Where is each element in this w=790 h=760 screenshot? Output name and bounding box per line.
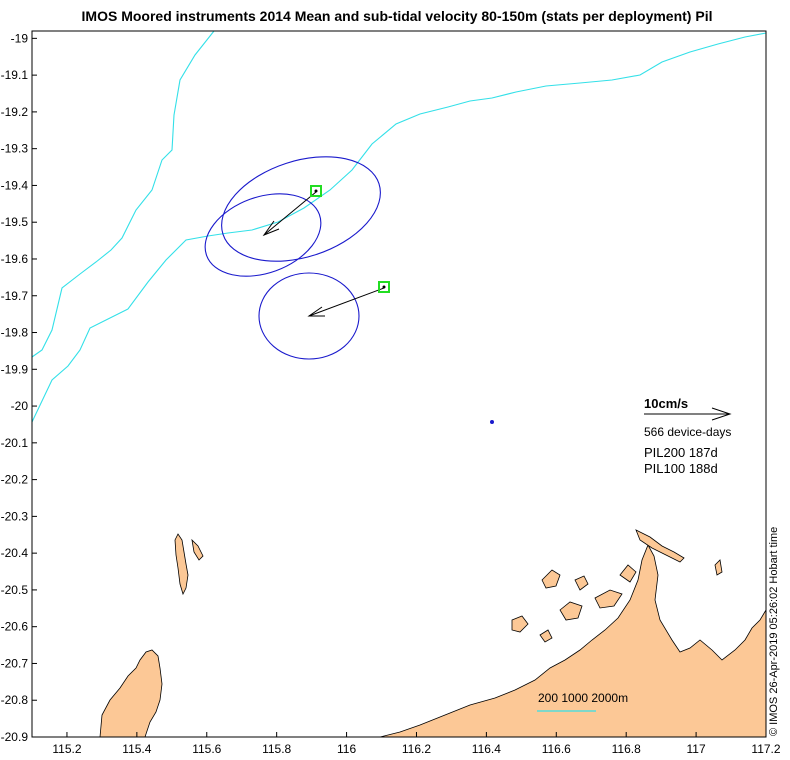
y-tick-label: -20.9 bbox=[1, 730, 29, 744]
y-tick-label: -19 bbox=[11, 31, 29, 45]
x-tick-label: 116.2 bbox=[402, 742, 431, 756]
deployment-label-0: PIL200 187d bbox=[644, 445, 718, 460]
y-tick-label: -20.8 bbox=[1, 693, 29, 707]
island-e bbox=[574, 575, 589, 591]
vector-pil100 bbox=[308, 287, 385, 317]
y-tick-label: -20.1 bbox=[1, 436, 29, 450]
x-tick-label: 115.2 bbox=[52, 742, 81, 756]
station-marker-pil200 bbox=[310, 185, 322, 197]
x-tick-label: 116.8 bbox=[612, 742, 641, 756]
station-marker-pil100 bbox=[378, 281, 390, 293]
y-axis: -19 -19.1 -19.2 -19.3 -19.4 -19.5 -19.6 -19.7 -1… bbox=[1, 31, 37, 744]
vector-pil100-head bbox=[307, 306, 325, 317]
station-dot-pil200 bbox=[314, 189, 318, 193]
island-g bbox=[619, 564, 637, 583]
ellipse-subtidal-pil200 bbox=[204, 193, 322, 277]
peninsula-northeast bbox=[635, 529, 685, 563]
velocity-legend: 10cm/s 566 device-days PIL200 187d PIL10… bbox=[644, 396, 732, 476]
x-tick-label: 116.6 bbox=[542, 742, 571, 756]
station-dot-pil100 bbox=[382, 285, 386, 289]
x-tick-label: 116 bbox=[337, 742, 356, 756]
isobath-legend-label: 200 1000 2000m bbox=[538, 691, 628, 705]
y-tick-label: -20 bbox=[11, 399, 29, 413]
deployment-label-1: PIL100 188d bbox=[644, 461, 718, 476]
y-tick-label: -19.3 bbox=[1, 142, 29, 156]
timestamp: © IMOS 26-Apr-2019 05:26:02 Hobart time bbox=[768, 527, 780, 736]
y-tick-label: -20.4 bbox=[1, 546, 29, 560]
island-chain bbox=[174, 533, 189, 596]
island-southwest bbox=[99, 649, 163, 738]
y-tick-label: -20.2 bbox=[1, 473, 29, 487]
device-days-label: 566 device-days bbox=[644, 425, 731, 439]
y-tick-label: -19.1 bbox=[1, 68, 29, 82]
y-tick-label: -19.2 bbox=[1, 105, 29, 119]
x-tick-label: 117.2 bbox=[751, 742, 780, 756]
y-tick-label: -19.9 bbox=[1, 362, 29, 376]
velocity-vectors bbox=[262, 191, 385, 317]
x-axis: 115.2 115.4 115.6 115.8 116 116.2 116.4 116.6 11… bbox=[52, 732, 781, 756]
y-tick-label: -19.8 bbox=[1, 326, 29, 340]
x-tick-label: 116.4 bbox=[472, 742, 501, 756]
island-d bbox=[594, 589, 623, 609]
station-markers bbox=[310, 185, 390, 293]
x-tick-label: 115.4 bbox=[122, 742, 151, 756]
y-tick-label: -19.5 bbox=[1, 215, 29, 229]
isobath-1000m bbox=[31, 32, 767, 423]
land-group bbox=[99, 529, 767, 738]
scale-arrow-head bbox=[711, 407, 732, 421]
vector-pil200 bbox=[263, 191, 317, 236]
ellipses bbox=[204, 156, 381, 360]
ellipse-pil100 bbox=[258, 272, 360, 360]
anomaly-dot bbox=[490, 420, 494, 424]
plot-area: 200 1000 2000m 10cm/s 566 d bbox=[31, 30, 767, 738]
y-tick-label: -19.4 bbox=[1, 178, 29, 192]
island-a bbox=[541, 569, 561, 589]
island-h bbox=[714, 559, 723, 576]
scale-arrow-label: 10cm/s bbox=[644, 396, 688, 411]
x-tick-label: 115.8 bbox=[262, 742, 291, 756]
x-tick-label: 117 bbox=[687, 742, 706, 756]
y-tick-label: -20.6 bbox=[1, 620, 29, 634]
x-tick-label: 115.6 bbox=[192, 742, 221, 756]
isobath-200m bbox=[31, 30, 215, 358]
y-tick-label: -19.6 bbox=[1, 252, 29, 266]
island-f bbox=[539, 629, 553, 643]
y-tick-label: -20.3 bbox=[1, 509, 29, 523]
island-b bbox=[559, 601, 583, 621]
vector-pil200-head bbox=[262, 220, 280, 237]
ellipse-mean-pil200 bbox=[221, 156, 381, 262]
islet-chain-tip bbox=[191, 538, 204, 561]
island-c bbox=[511, 615, 529, 633]
map-title: IMOS Moored instruments 2014 Mean and su… bbox=[82, 8, 713, 24]
y-tick-label: -20.5 bbox=[1, 583, 29, 597]
y-tick-label: -20.7 bbox=[1, 656, 29, 670]
y-tick-label: -19.7 bbox=[1, 289, 29, 303]
